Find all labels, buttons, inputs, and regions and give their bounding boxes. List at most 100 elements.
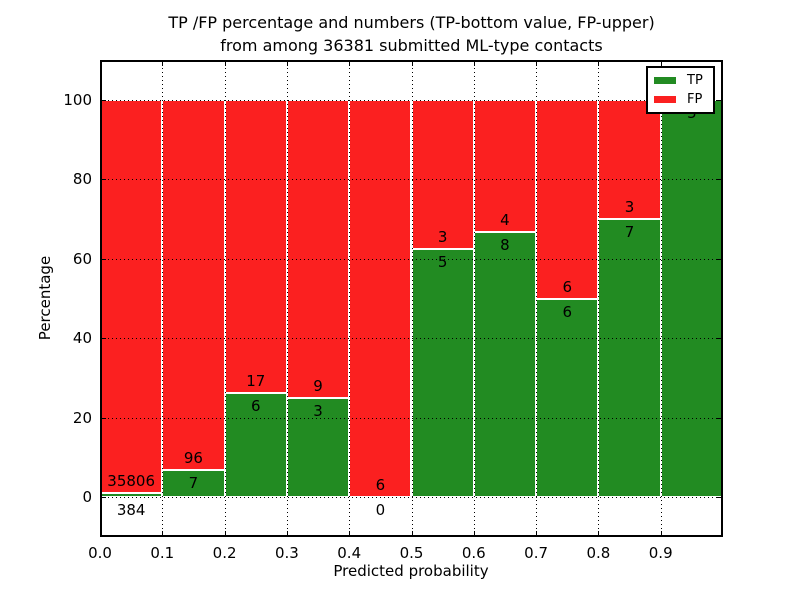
gridline-vertical	[224, 60, 226, 537]
chart-title-line2: from among 36381 submitted ML-type conta…	[220, 36, 603, 55]
bar-fp-segment	[286, 100, 350, 398]
tp-count-label: 5	[437, 252, 448, 271]
x-tick-mark	[224, 531, 226, 537]
y-tick-label: 0	[82, 488, 92, 506]
x-tick-mark	[286, 60, 288, 66]
bar-tp-segment	[660, 100, 723, 497]
tp-count-label: 7	[188, 474, 199, 492]
bar-tp-segment	[286, 397, 350, 497]
fp-count-label: 17	[246, 372, 266, 391]
y-tick-mark	[717, 497, 723, 498]
y-tick-mark	[717, 179, 723, 181]
x-tick-mark	[349, 531, 351, 537]
gridline-vertical	[660, 60, 662, 537]
bar-fp-segment	[162, 100, 225, 470]
y-axis-label: Percentage	[36, 255, 54, 341]
y-tick-label: 60	[72, 249, 92, 268]
tp-count-label: 6	[562, 302, 573, 321]
legend-label-tp: TP	[687, 73, 703, 88]
x-tick-label: 0.2	[212, 544, 237, 562]
y-tick-mark	[100, 497, 106, 498]
bar-fp-segment	[473, 100, 537, 233]
legend-item-tp: TP	[654, 74, 707, 87]
tp-count-label: 3	[313, 401, 323, 420]
gridline-vertical	[598, 60, 600, 537]
tp-count-label: 0	[375, 501, 386, 519]
x-tick-mark	[598, 60, 600, 66]
x-tick-mark	[536, 60, 538, 66]
x-tick-mark	[473, 60, 475, 66]
chart-title-line1: TP /FP percentage and numbers (TP-bottom…	[168, 13, 655, 32]
gridline-vertical	[349, 60, 351, 537]
x-tick-label: 0.6	[461, 544, 486, 562]
x-tick-mark	[224, 60, 226, 66]
x-tick-label: 0.7	[524, 544, 549, 562]
bar-tp-segment	[473, 232, 537, 497]
y-tick-mark	[717, 338, 723, 340]
y-tick-label: 80	[72, 170, 92, 189]
chart-title: TP /FP percentage and numbers (TP-bottom…	[100, 11, 723, 57]
bar-tp-segment	[536, 298, 599, 497]
fp-count-label: 4	[500, 211, 510, 230]
gridline-vertical	[411, 60, 413, 537]
gridline-vertical	[536, 60, 538, 537]
gridline-vertical	[286, 60, 288, 537]
x-tick-label: 0.3	[274, 544, 299, 562]
x-tick-mark	[349, 60, 351, 66]
x-tick-label: 0.1	[150, 544, 175, 562]
bar-tp-segment	[411, 248, 474, 497]
y-tick-mark	[100, 258, 106, 260]
fp-count-label: 9	[313, 376, 323, 395]
tp-swatch-icon	[654, 77, 676, 84]
x-tick-mark	[411, 531, 413, 537]
y-tick-label: 40	[72, 329, 92, 348]
x-tick-mark	[660, 531, 662, 537]
x-tick-label: 0.9	[648, 544, 673, 562]
fp-count-label: 3	[624, 198, 635, 217]
fp-count-label: 3	[437, 227, 448, 246]
legend: TP FP	[646, 66, 715, 114]
gridline-vertical	[473, 60, 475, 537]
x-tick-mark	[536, 531, 538, 537]
x-tick-mark	[162, 531, 164, 537]
plot-area: 3580638496717693603548663705	[100, 60, 723, 537]
x-tick-mark	[473, 531, 475, 537]
tp-count-label: 384	[116, 501, 146, 519]
bar-fp-segment	[224, 100, 287, 394]
y-tick-mark	[100, 179, 106, 181]
fp-count-label: 35806	[107, 471, 155, 490]
fp-count-label: 96	[183, 449, 203, 467]
x-tick-mark	[411, 60, 413, 66]
x-tick-label: 0.5	[399, 544, 424, 562]
bar-tp-segment	[162, 470, 225, 497]
x-axis-label: Predicted probability	[333, 562, 489, 580]
x-tick-label: 0.8	[586, 544, 611, 562]
bar-fp-segment	[100, 100, 163, 493]
legend-label-fp: FP	[687, 92, 703, 107]
legend-item-fp: FP	[654, 93, 707, 106]
y-tick-mark	[100, 100, 106, 101]
fp-count-label: 6	[562, 277, 573, 296]
x-tick-mark	[660, 60, 662, 66]
y-tick-mark	[100, 417, 106, 419]
fp-count-label: 6	[375, 476, 386, 494]
y-tick-mark	[717, 258, 723, 260]
y-tick-mark	[100, 338, 106, 340]
y-tick-mark	[717, 100, 723, 101]
bar-fp-segment	[411, 100, 474, 249]
x-tick-label: 0.4	[337, 544, 362, 562]
y-tick-mark	[717, 417, 723, 419]
bar-tp-segment	[598, 219, 661, 497]
fp-swatch-icon	[654, 96, 676, 103]
x-tick-mark	[286, 531, 288, 537]
gridline-vertical	[162, 60, 164, 537]
y-tick-label: 100	[63, 91, 92, 109]
bar-fp-segment	[536, 100, 599, 299]
tp-count-label: 7	[624, 223, 635, 242]
tp-count-label: 8	[500, 236, 510, 255]
x-tick-mark	[162, 60, 164, 66]
tp-count-label: 6	[250, 397, 261, 416]
bar-fp-segment	[349, 100, 412, 497]
x-tick-mark	[598, 531, 600, 537]
